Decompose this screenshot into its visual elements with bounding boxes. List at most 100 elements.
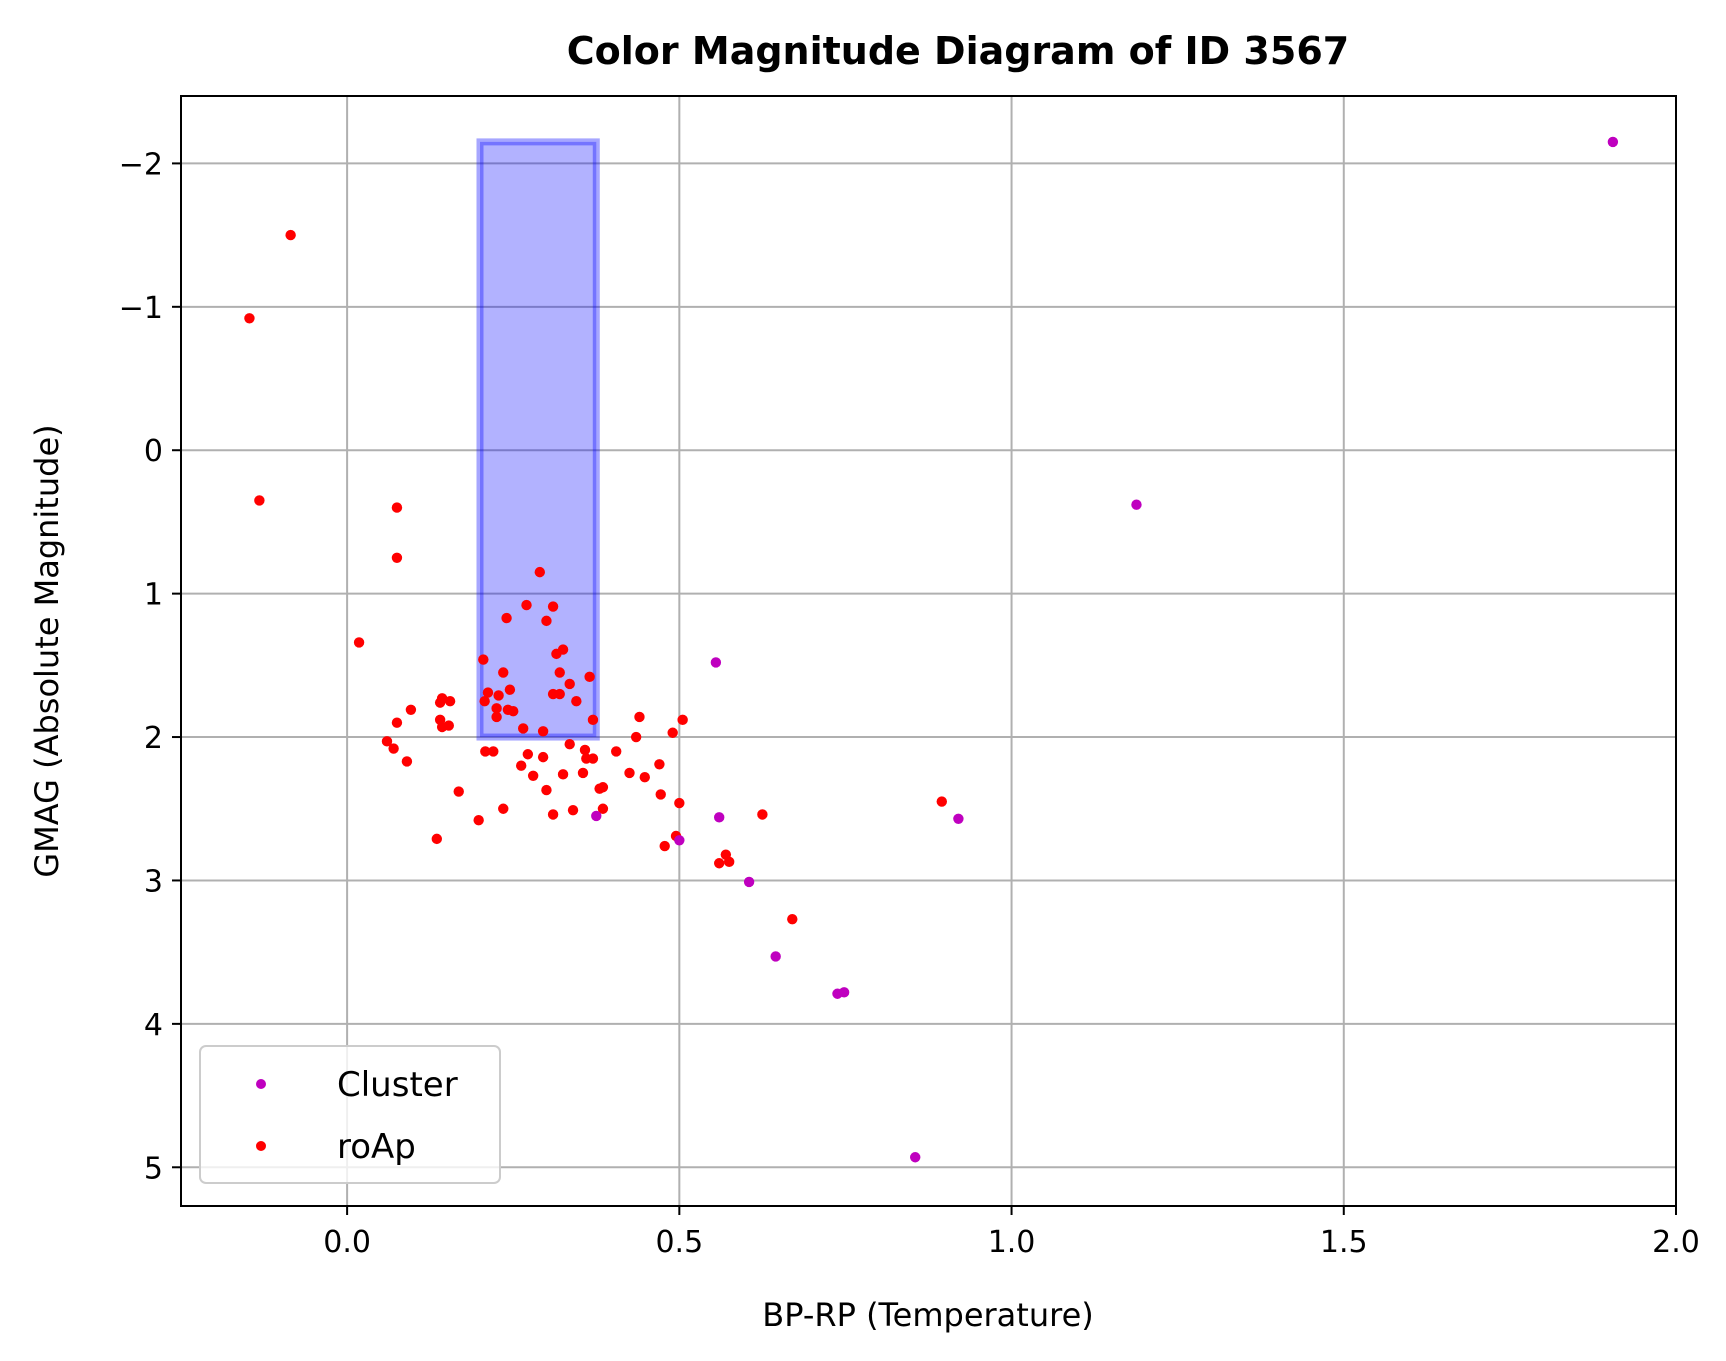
- x-tick-label-2: 1.0: [988, 1225, 1036, 1260]
- point-roap-66: [630, 731, 642, 743]
- point-roap-78: [723, 856, 735, 868]
- point-roap-44: [584, 671, 595, 683]
- point-roap-54: [557, 769, 569, 780]
- point-roap-32: [521, 599, 532, 611]
- point-roap-9: [401, 756, 413, 767]
- y-tick-label-2: 0: [144, 434, 163, 469]
- point-roap-80: [787, 913, 798, 925]
- y-tick-label-5: 3: [144, 864, 163, 899]
- point-cluster-3: [591, 810, 602, 822]
- point-roap-70: [655, 789, 666, 800]
- point-roap-35: [547, 601, 559, 612]
- point-roap-76: [714, 858, 725, 869]
- point-cluster-9: [838, 987, 850, 998]
- point-roap-4: [391, 552, 403, 563]
- highlight-rect: [476, 138, 600, 741]
- y-tick-label-1: −1: [119, 291, 163, 326]
- point-roap-47: [488, 746, 499, 757]
- legend-label-cluster: Cluster: [337, 1065, 458, 1105]
- point-roap-52: [541, 784, 552, 796]
- x-axis-label: BP-RP (Temperature): [762, 1296, 1093, 1334]
- point-roap-64: [611, 746, 622, 757]
- point-cluster-2: [710, 657, 722, 668]
- legend-marker-roap: [256, 1141, 266, 1151]
- point-roap-50: [527, 770, 539, 781]
- point-roap-42: [564, 678, 575, 690]
- point-roap-48: [515, 760, 527, 771]
- point-roap-25: [498, 667, 509, 678]
- point-roap-81: [936, 796, 947, 807]
- point-roap-16: [443, 720, 454, 731]
- point-cluster-10: [953, 813, 964, 824]
- point-cluster-7: [770, 951, 781, 962]
- y-tick-label-6: 4: [144, 1008, 163, 1043]
- point-roap-46: [480, 746, 491, 757]
- point-roap-53: [547, 809, 559, 820]
- point-roap-22: [482, 687, 494, 698]
- point-roap-18: [431, 833, 443, 845]
- x-axis-ticks: 0.0 0.5 1.0 1.5 2.0: [323, 1206, 1700, 1260]
- legend: Cluster roAp: [199, 1045, 501, 1184]
- point-roap-41: [554, 688, 565, 700]
- y-tick-label-4: 2: [144, 721, 163, 756]
- point-roap-62: [597, 782, 609, 793]
- point-roap-21: [479, 695, 490, 707]
- point-roap-12: [436, 693, 448, 704]
- legend-box: [199, 1045, 501, 1184]
- point-roap-49: [522, 749, 534, 760]
- point-roap-36: [537, 726, 549, 737]
- point-roap-30: [501, 612, 512, 624]
- point-roap-19: [473, 815, 484, 826]
- point-roap-20: [478, 654, 489, 665]
- point-roap-56: [567, 804, 579, 816]
- point-roap-65: [624, 767, 635, 779]
- point-roap-3: [391, 502, 403, 513]
- point-roap-24: [491, 703, 502, 714]
- legend-marker-cluster: [256, 1079, 266, 1089]
- point-cluster-4: [714, 812, 725, 823]
- point-roap-39: [557, 644, 569, 655]
- point-roap-0: [285, 229, 296, 241]
- point-roap-68: [639, 772, 650, 783]
- x-tick-label-4: 2.0: [1652, 1225, 1700, 1260]
- point-cluster-6: [743, 876, 755, 888]
- point-roap-71: [659, 840, 670, 852]
- point-roap-1: [244, 313, 255, 324]
- y-tick-label-3: 1: [144, 578, 163, 613]
- plot-frame: [180, 95, 1677, 1207]
- point-roap-5: [353, 637, 365, 648]
- point-roap-13: [444, 695, 456, 707]
- point-roap-60: [587, 753, 599, 764]
- y-tick-label-0: −2: [119, 147, 163, 182]
- point-roap-17: [453, 786, 464, 797]
- point-roap-38: [554, 667, 565, 678]
- point-roap-43: [571, 695, 582, 707]
- point-roap-79: [757, 809, 768, 820]
- point-roap-58: [579, 744, 591, 756]
- point-roap-45: [587, 714, 599, 726]
- point-roap-10: [405, 704, 417, 715]
- point-roap-26: [493, 690, 504, 701]
- x-tick-label-0: 0.0: [323, 1225, 371, 1260]
- point-cluster-5: [674, 835, 685, 846]
- point-roap-33: [534, 566, 545, 578]
- y-tick-label-7: 5: [144, 1151, 163, 1186]
- point-roap-7: [391, 717, 403, 728]
- point-roap-74: [674, 797, 685, 809]
- point-roap-63: [597, 803, 609, 814]
- y-axis-label: GMAG (Absolute Magnitude): [28, 424, 66, 877]
- grid-lines: [181, 96, 1677, 1206]
- point-cluster-11: [910, 1152, 921, 1163]
- point-roap-55: [564, 739, 575, 750]
- data-points: [244, 136, 1619, 1163]
- point-roap-82: [498, 803, 509, 814]
- point-cluster-0: [1607, 136, 1619, 148]
- point-roap-75: [677, 714, 688, 726]
- point-roap-72: [667, 727, 678, 738]
- point-roap-69: [654, 759, 665, 770]
- legend-label-roap: roAp: [337, 1127, 416, 1167]
- point-roap-67: [634, 711, 645, 723]
- point-cluster-1: [1131, 499, 1142, 510]
- point-roap-6: [381, 736, 393, 747]
- y-axis-ticks: −2 −1 0 1 2 3 4 5: [119, 147, 181, 1186]
